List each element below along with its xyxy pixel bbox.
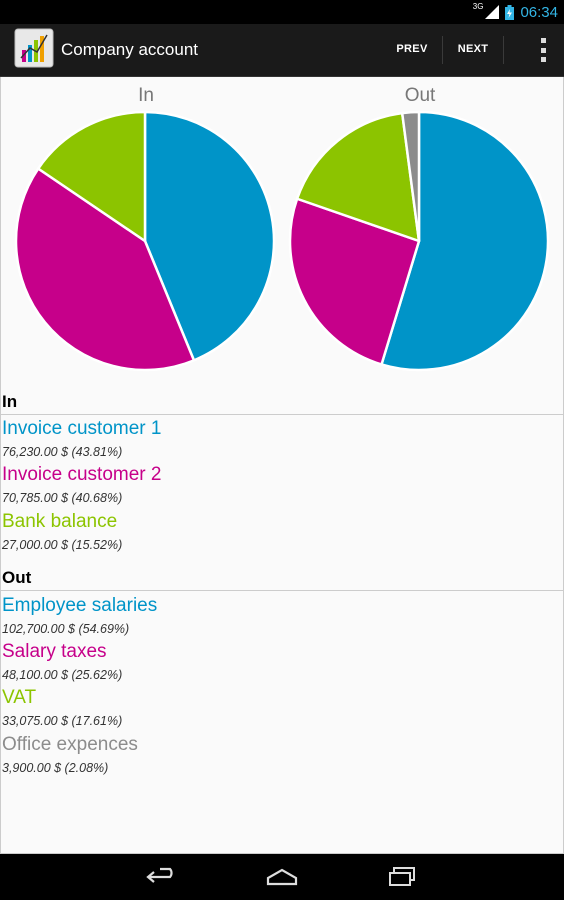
list-item-name[interactable]: Office expences — [2, 734, 138, 755]
pie-in-slice-1 — [143, 110, 276, 362]
pie-out-slice-4 — [400, 110, 421, 243]
overflow-menu-icon[interactable] — [540, 38, 546, 62]
pie-chart-in — [14, 110, 276, 372]
pie-out-slice-3 — [295, 111, 421, 243]
pie-in-title: In — [138, 85, 154, 106]
list-item-amount: 48,100.00 $ (25.62%) — [2, 668, 123, 682]
app-chart-icon[interactable] — [14, 28, 54, 68]
list-item-amount: 33,075.00 $ (17.61%) — [2, 714, 123, 728]
pie-in-slice-3 — [36, 110, 147, 243]
list-item-amount: 3,900.00 $ (2.08%) — [2, 761, 109, 775]
pie-out-slice-2 — [288, 197, 421, 366]
pie-chart-out — [288, 110, 550, 372]
list-item-name[interactable]: Employee salaries — [2, 595, 158, 616]
action-divider — [503, 36, 504, 64]
battery-icon — [505, 4, 515, 20]
list-item-amount: 76,230.00 $ (43.81%) — [2, 445, 123, 459]
list-item-name[interactable]: VAT — [2, 687, 37, 708]
pie-out-title: Out — [404, 85, 436, 106]
back-icon[interactable] — [132, 860, 192, 894]
section-title-in: In — [2, 392, 18, 411]
page-title: Company account — [61, 40, 199, 59]
pie-out-slice-1 — [380, 110, 550, 372]
home-icon[interactable] — [252, 860, 312, 894]
list-item-amount: 27,000.00 $ (15.52%) — [2, 538, 123, 552]
status-bar: 3G 06:34 — [0, 0, 564, 24]
section-divider — [1, 590, 563, 591]
network-type: 3G — [472, 1, 484, 11]
signal-icon — [485, 5, 500, 19]
list-item-amount: 102,700.00 $ (54.69%) — [2, 622, 130, 636]
list-item-name[interactable]: Bank balance — [2, 511, 118, 532]
section-title-out: Out — [2, 568, 32, 587]
action-bar: Company account PREV NEXT — [0, 24, 564, 77]
section-divider — [1, 414, 563, 415]
pie-in-slice-2 — [14, 167, 196, 372]
action-divider — [442, 36, 443, 64]
list-item-name[interactable]: Invoice customer 1 — [2, 418, 162, 439]
recent-apps-icon[interactable] — [372, 860, 432, 894]
list-item-name[interactable]: Salary taxes — [2, 641, 107, 662]
next-button[interactable]: NEXT — [457, 43, 489, 55]
content-area: In Out In Invoice customer 1 76,230.00 $… — [0, 77, 564, 854]
status-indicators: 3G 06:34 — [473, 0, 558, 24]
clock: 06:34 — [520, 3, 558, 21]
navigation-bar — [0, 854, 564, 900]
prev-button[interactable]: PREV — [396, 43, 428, 55]
list-item-name[interactable]: Invoice customer 2 — [2, 464, 162, 485]
list-item-amount: 70,785.00 $ (40.68%) — [2, 491, 123, 505]
